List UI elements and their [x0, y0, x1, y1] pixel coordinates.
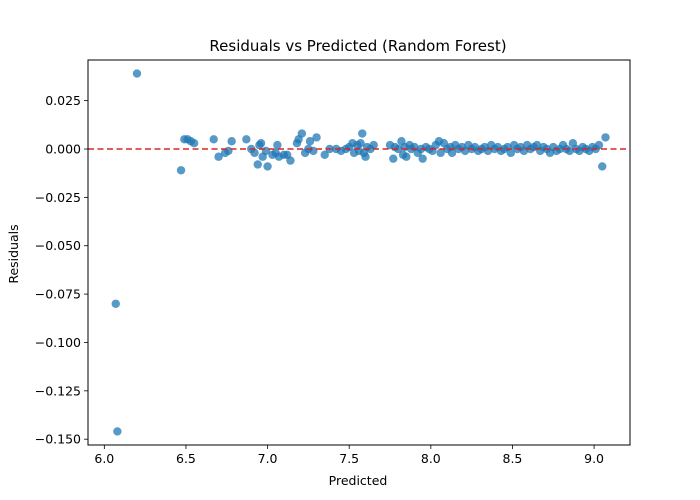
data-point-55	[389, 154, 398, 163]
data-point-21	[263, 162, 272, 171]
data-point-123	[598, 162, 607, 171]
x-axis-label: Predicted	[329, 473, 388, 488]
data-point-73	[436, 148, 445, 158]
data-point-122	[594, 140, 604, 150]
data-point-0	[111, 299, 120, 308]
data-point-28	[286, 156, 295, 165]
data-point-36	[312, 133, 321, 142]
x-axis-ticks: 6.0 6.5 7.0 7.5 8.0 8.5 9.0	[94, 445, 604, 466]
y-tick-label: 0.000	[45, 141, 81, 156]
y-tick-label: 0.025	[45, 93, 81, 108]
chart-title: Residuals vs Predicted (Random Forest)	[209, 37, 506, 55]
data-point-47	[356, 138, 365, 148]
y-tick-label: −0.100	[35, 335, 81, 350]
data-point-95	[506, 148, 516, 158]
data-point-13	[242, 135, 251, 144]
data-point-18	[256, 138, 266, 148]
y-tick-label: −0.075	[35, 287, 81, 302]
y-tick-label: −0.050	[35, 238, 81, 253]
x-tick-label: 9.0	[584, 451, 604, 466]
data-point-53	[369, 140, 378, 150]
data-point-61	[402, 152, 411, 161]
x-tick-label: 8.5	[503, 451, 523, 466]
data-point-9	[214, 152, 223, 161]
x-tick-label: 7.0	[258, 451, 278, 466]
x-tick-label: 6.0	[94, 451, 114, 466]
data-point-24	[273, 140, 282, 150]
y-axis-label: Residuals	[6, 224, 21, 283]
data-point-31	[297, 129, 307, 138]
data-point-48	[358, 129, 367, 138]
data-point-2	[132, 69, 142, 78]
y-tick-label: −0.125	[35, 383, 81, 398]
y-tick-label: −0.150	[35, 432, 81, 447]
plot-frame	[87, 59, 631, 446]
x-tick-label: 6.5	[176, 451, 196, 466]
data-point-1	[113, 427, 122, 436]
data-point-12	[227, 137, 236, 146]
data-point-37	[320, 150, 329, 159]
data-point-124	[601, 133, 610, 142]
data-point-35	[309, 146, 318, 156]
data-point-7	[189, 138, 199, 148]
data-point-11	[224, 146, 233, 156]
data-point-67	[418, 154, 427, 163]
y-axis-ticks: 0.025 0.000 −0.025 −0.050 −0.075 −0.100 −0.125…	[35, 93, 88, 447]
data-point-57	[393, 144, 403, 154]
data-point-16	[253, 160, 262, 169]
scatter-points	[111, 69, 610, 436]
data-point-3	[176, 166, 186, 175]
data-point-34	[305, 137, 315, 146]
y-tick-label: −0.025	[35, 190, 81, 205]
data-point-50	[361, 152, 370, 161]
data-point-77	[447, 148, 457, 158]
x-tick-label: 7.5	[339, 451, 359, 466]
data-point-8	[209, 135, 218, 144]
data-point-15	[250, 148, 259, 158]
x-tick-label: 8.0	[421, 451, 441, 466]
